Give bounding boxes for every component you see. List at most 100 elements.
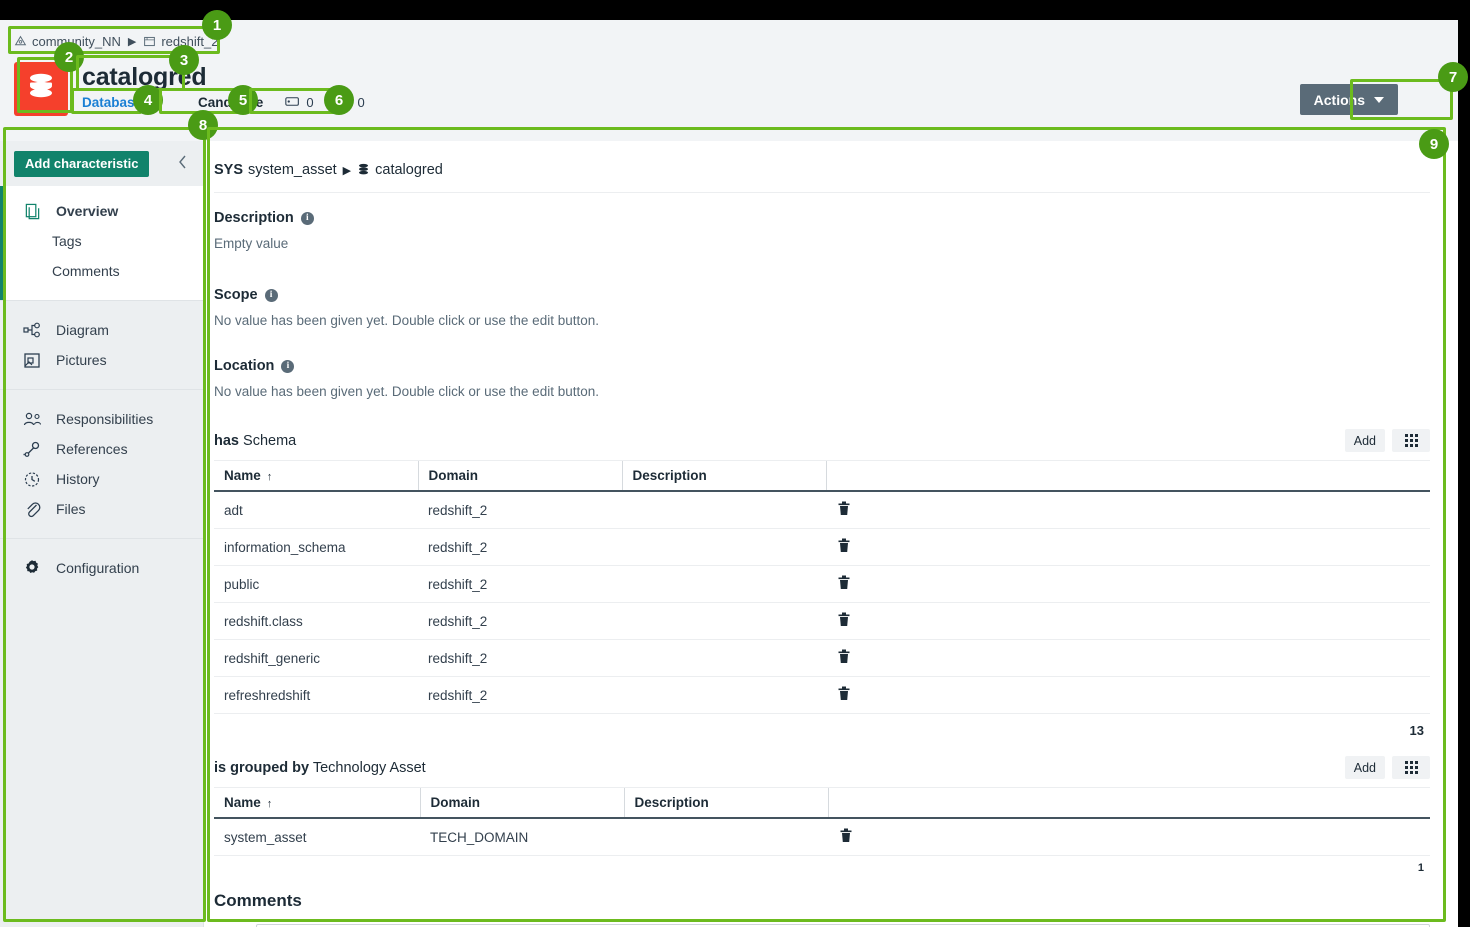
relation-row-count: 13 xyxy=(1409,723,1424,738)
sidebar-item-overview[interactable]: Overview xyxy=(4,196,203,226)
trash-icon[interactable] xyxy=(838,538,850,553)
asset-type-link[interactable]: Database xyxy=(82,95,143,110)
sidebar-item-pictures[interactable]: Pictures xyxy=(0,345,203,375)
cell-domain[interactable]: redshift_2 xyxy=(418,602,622,640)
comment-compose-row xyxy=(214,924,1430,927)
table-row[interactable]: system_asset TECH_DOMAIN xyxy=(214,818,1430,856)
cell-domain[interactable]: redshift_2 xyxy=(418,676,622,714)
paperclip-icon xyxy=(22,500,42,518)
field-value[interactable]: No value has been given yet. Double clic… xyxy=(214,313,599,328)
table-header-row: Name ↑ Domain Description xyxy=(214,460,1430,492)
sidebar-item-comments[interactable]: Comments xyxy=(4,256,203,286)
cell-description xyxy=(622,676,826,714)
sidebar-item-diagram[interactable]: Diagram xyxy=(0,315,203,345)
field-value[interactable]: No value has been given yet. Double clic… xyxy=(214,384,599,399)
table-row[interactable]: refreshredshift redshift_2 xyxy=(214,676,1430,714)
column-header-description[interactable]: Description xyxy=(623,787,828,819)
add-characteristic-button[interactable]: Add characteristic xyxy=(14,150,150,177)
cell-description xyxy=(622,639,826,677)
column-header-description[interactable]: Description xyxy=(621,460,826,492)
table-row[interactable]: adt redshift_2 xyxy=(214,491,1430,529)
column-header-domain[interactable]: Domain xyxy=(419,787,624,819)
info-icon[interactable]: i xyxy=(300,211,314,225)
sidebar-item-history[interactable]: History xyxy=(0,464,203,494)
relation-table: Name ↑ Domain Description adt redshift_2 xyxy=(214,460,1430,714)
grid-icon[interactable] xyxy=(1392,756,1430,779)
comments-icon xyxy=(335,94,352,111)
sidebar-item-label: Configuration xyxy=(56,560,140,576)
cell-name[interactable]: refreshredshift xyxy=(214,676,418,714)
context-system: SYS xyxy=(214,162,244,178)
sidebar-item-references[interactable]: References xyxy=(0,434,203,464)
trash-icon[interactable] xyxy=(838,575,850,590)
column-header-domain[interactable]: Domain xyxy=(417,460,622,492)
trash-icon[interactable] xyxy=(838,612,850,627)
trash-icon[interactable] xyxy=(840,828,852,843)
cell-domain[interactable]: redshift_2 xyxy=(418,491,622,529)
actions-button[interactable]: Actions xyxy=(1299,84,1398,115)
field-label-text: Location xyxy=(214,358,275,374)
cell-domain[interactable]: redshift_2 xyxy=(418,565,622,603)
relation-target: Schema xyxy=(243,432,297,449)
table-row[interactable]: information_schema redshift_2 xyxy=(214,528,1430,566)
cell-description xyxy=(622,491,826,529)
people-icon xyxy=(22,412,42,427)
table-row[interactable]: redshift.class redshift_2 xyxy=(214,602,1430,640)
trash-icon[interactable] xyxy=(838,649,850,664)
table-row[interactable]: redshift_generic redshift_2 xyxy=(214,639,1430,677)
cell-name[interactable]: redshift_generic xyxy=(214,639,418,677)
sidebar-item-files[interactable]: Files xyxy=(0,494,203,524)
context-asset[interactable]: system_asset xyxy=(248,162,337,178)
sidebar: Add characteristic Overview Tags xyxy=(0,141,204,927)
field-value[interactable]: Empty value xyxy=(214,236,289,251)
field-label: Location i xyxy=(214,358,1430,374)
relation-header: is grouped by Technology Asset Add xyxy=(214,756,1430,787)
add-relation-button[interactable]: Add xyxy=(1344,429,1385,452)
field-description: Description i Empty value xyxy=(214,193,1430,251)
tag-badge[interactable]: 0 xyxy=(285,95,314,111)
domain-icon xyxy=(143,35,156,48)
cell-name[interactable]: system_asset xyxy=(214,818,420,856)
body-wrapper: Add characteristic Overview Tags xyxy=(0,141,1458,927)
column-header-name[interactable]: Name ↑ xyxy=(214,460,418,492)
cell-name[interactable]: public xyxy=(214,565,418,603)
column-label: Name xyxy=(224,468,261,483)
comment-input[interactable] xyxy=(256,924,1430,927)
cell-domain[interactable]: redshift_2 xyxy=(418,528,622,566)
cell-name[interactable]: adt xyxy=(214,491,418,529)
breadcrumb: community_NN ▶ redshift_2 xyxy=(14,30,218,52)
chevron-left-icon[interactable] xyxy=(172,153,193,174)
cell-name[interactable]: information_schema xyxy=(214,528,418,566)
add-relation-button[interactable]: Add xyxy=(1344,756,1385,779)
table-row[interactable]: public redshift_2 xyxy=(214,565,1430,603)
breadcrumb-item-community[interactable]: community_NN xyxy=(32,33,121,49)
cell-domain[interactable]: redshift_2 xyxy=(418,639,622,677)
cell-actions xyxy=(826,676,1430,714)
sidebar-group-configuration: Configuration xyxy=(0,538,203,597)
field-label: Description i xyxy=(214,210,1430,226)
sidebar-item-tags[interactable]: Tags xyxy=(4,226,203,256)
comments-count: 0 xyxy=(357,95,365,110)
sidebar-item-label: Files xyxy=(56,501,86,517)
trash-icon[interactable] xyxy=(838,501,850,516)
sidebar-item-label: Overview xyxy=(56,203,119,219)
context-current: catalogred xyxy=(375,162,443,178)
chevron-down-icon xyxy=(1374,96,1384,103)
field-label-text: Description xyxy=(214,210,294,226)
comments-badge[interactable]: 0 xyxy=(335,94,365,111)
info-icon[interactable]: i xyxy=(281,359,295,373)
breadcrumb-item-redshift[interactable]: redshift_2 xyxy=(161,33,219,49)
column-header-name[interactable]: Name ↑ xyxy=(214,787,420,819)
relation-actions: Add xyxy=(1344,429,1430,452)
table-body: adt redshift_2 xyxy=(214,491,1430,714)
cell-description xyxy=(622,565,826,603)
breadcrumb-separator-icon: ▶ xyxy=(127,35,137,48)
sidebar-item-configuration[interactable]: Configuration xyxy=(0,553,203,583)
grid-icon[interactable] xyxy=(1392,429,1430,452)
cell-domain[interactable]: TECH_DOMAIN xyxy=(420,818,624,856)
comments-section: Comments xyxy=(214,874,1430,927)
info-icon[interactable]: i xyxy=(264,288,278,302)
trash-icon[interactable] xyxy=(838,686,850,701)
sidebar-item-responsibilities[interactable]: Responsibilities xyxy=(0,404,203,434)
cell-name[interactable]: redshift.class xyxy=(214,602,418,640)
